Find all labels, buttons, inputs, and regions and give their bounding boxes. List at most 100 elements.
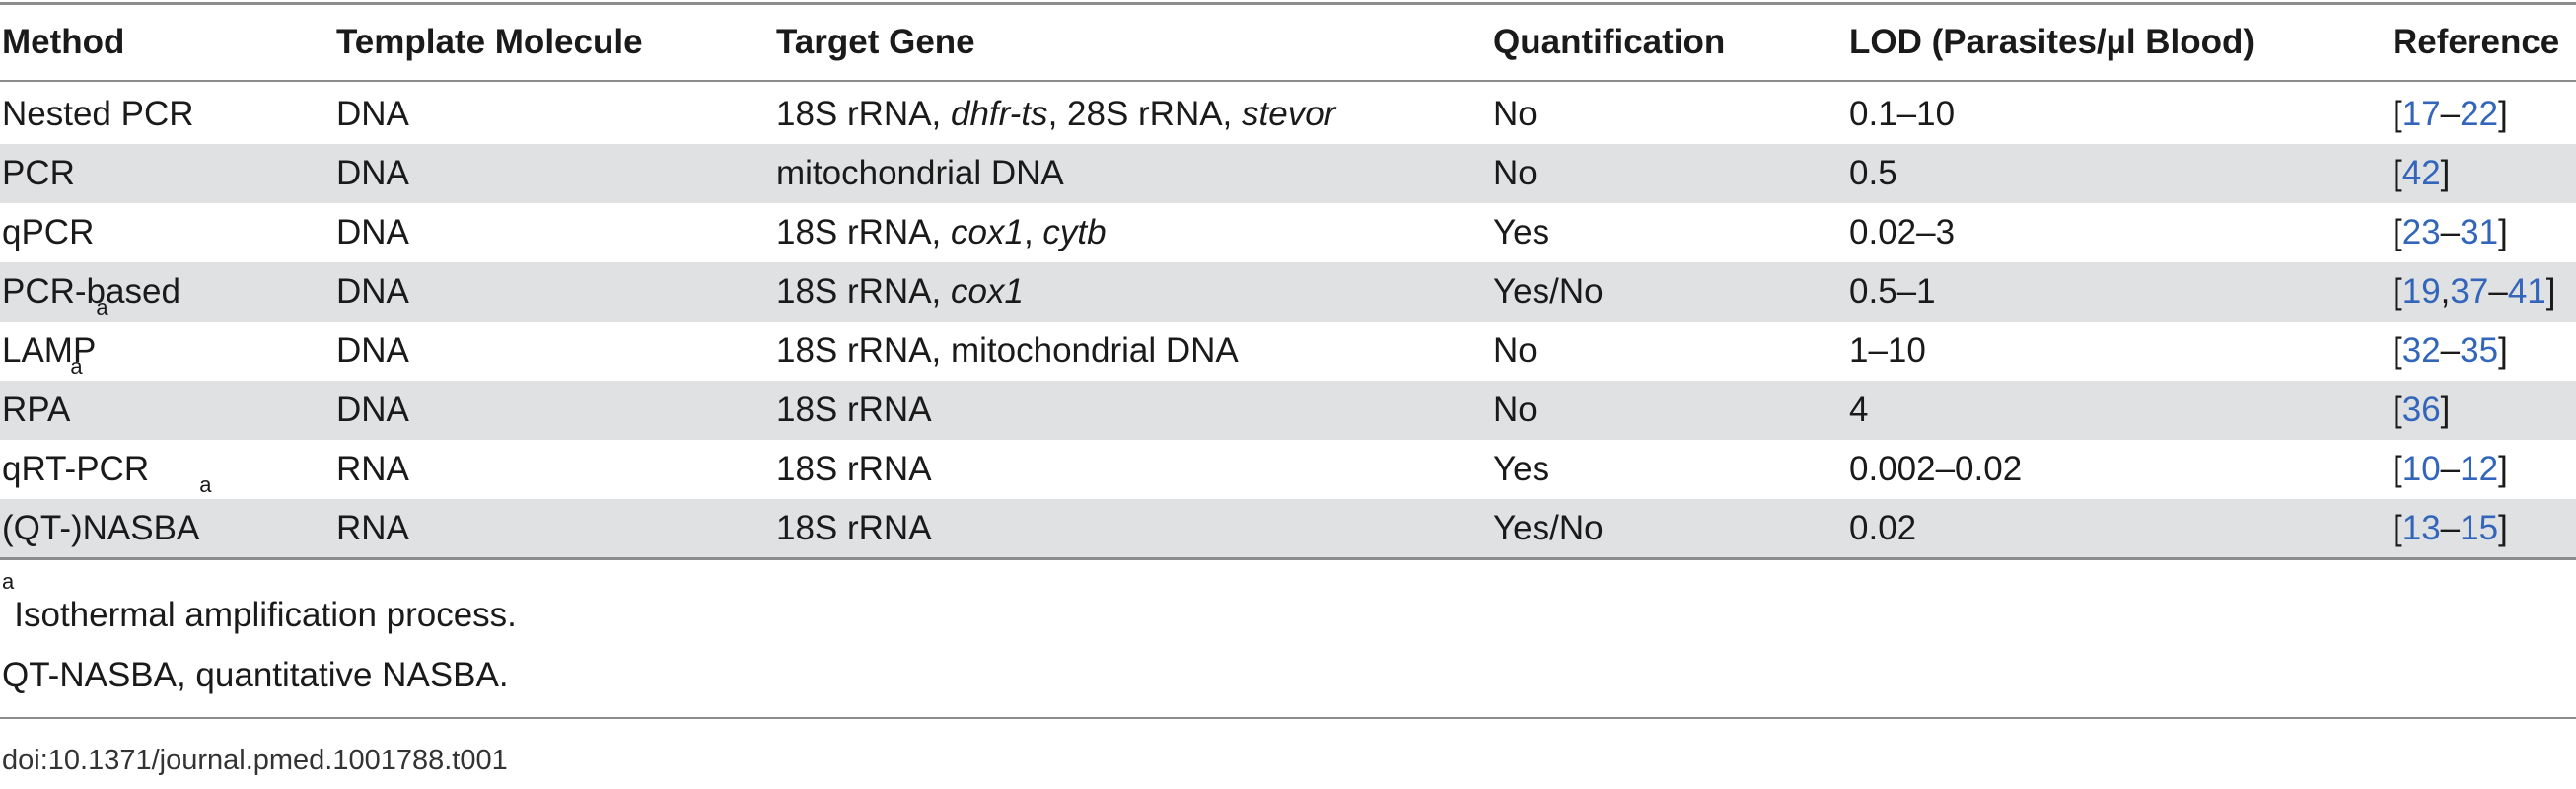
cell-template: RNA — [336, 509, 409, 547]
gene-name: dhfr-ts — [951, 95, 1048, 133]
cell-target-gene: 18S rRNA, cox1, cytb — [776, 203, 1107, 262]
reference-link[interactable]: 12 — [2460, 450, 2499, 488]
reference-punctuation: [ — [2393, 331, 2402, 370]
reference-punctuation: [ — [2393, 272, 2402, 311]
reference-punctuation: – — [2440, 509, 2461, 547]
table-bottom-rule — [0, 557, 2576, 560]
cell-target-gene: 18S rRNA — [776, 499, 932, 558]
cell-method: qPCR — [2, 203, 94, 262]
cell-template: DNA — [336, 213, 409, 251]
reference-link[interactable]: 36 — [2401, 391, 2441, 429]
cell-target-gene: 18S rRNA, cox1 — [776, 262, 1024, 322]
cell-lod: 0.002–0.02 — [1849, 450, 2023, 488]
footnote-marker: a — [199, 472, 212, 497]
reference-link[interactable]: 13 — [2401, 509, 2441, 547]
method-name: qRT-PCR — [2, 450, 150, 488]
reference-link[interactable]: 17 — [2401, 95, 2441, 133]
method-name: PCR — [2, 154, 75, 192]
method-name: RPA — [2, 391, 71, 429]
reference-punctuation: [ — [2393, 213, 2402, 251]
cell-quantification: Yes — [1493, 450, 1550, 488]
cell-method: qRT-PCR — [2, 440, 149, 499]
header-method: Method — [2, 23, 125, 61]
cell-quantification: Yes/No — [1493, 509, 1604, 547]
gene-name: cox1 — [951, 272, 1024, 311]
reference-punctuation: , — [2440, 272, 2451, 311]
reference-link[interactable]: 10 — [2401, 450, 2441, 488]
reference-punctuation: – — [2440, 331, 2461, 370]
reference-link[interactable]: 31 — [2460, 213, 2499, 251]
cell-method: (QT-)NASBA a — [2, 474, 212, 558]
cell-quantification: Yes — [1493, 213, 1550, 251]
cell-reference: [36] — [2393, 381, 2450, 440]
reference-link[interactable]: 42 — [2401, 154, 2441, 192]
method-name: PCR-based — [2, 272, 180, 311]
reference-link[interactable]: 23 — [2401, 213, 2441, 251]
target-text: 18S rRNA — [776, 450, 932, 488]
table-row: qRT-PCR RNA 18S rRNA Yes 0.002–0.02 [10–12] — [0, 440, 2576, 499]
reference-punctuation: – — [2440, 450, 2461, 488]
table-row: RPA a DNA 18S rRNA No 4 [36] — [0, 356, 2576, 440]
reference-punctuation: [ — [2393, 95, 2402, 133]
reference-link[interactable]: 19 — [2401, 272, 2441, 311]
reference-punctuation: ] — [2498, 450, 2508, 488]
reference-link[interactable]: 41 — [2507, 272, 2546, 311]
reference-link[interactable]: 35 — [2460, 331, 2499, 370]
cell-template: DNA — [336, 154, 409, 192]
footnote-marker: a — [70, 354, 83, 379]
footnote-marker: a — [2, 569, 15, 594]
cell-lod: 0.02 — [1849, 509, 1917, 547]
cell-reference: [42] — [2393, 144, 2450, 203]
cell-lod: 1–10 — [1849, 331, 1926, 370]
gene-name: cox1 — [951, 213, 1024, 251]
cell-lod: 0.5–1 — [1849, 272, 1936, 311]
reference-punctuation: ] — [2440, 391, 2451, 429]
reference-link[interactable]: 37 — [2450, 272, 2489, 311]
cell-target-gene: 18S rRNA — [776, 381, 932, 440]
cell-quantification: No — [1493, 331, 1538, 370]
cell-quantification: No — [1493, 154, 1538, 192]
cell-quantification: Yes/No — [1493, 272, 1604, 311]
gene-name: cytb — [1042, 213, 1107, 251]
header-quantification: Quantification — [1493, 23, 1726, 61]
method-name: Nested PCR — [2, 95, 194, 133]
cell-quantification: No — [1493, 391, 1538, 429]
reference-link[interactable]: 32 — [2401, 331, 2441, 370]
reference-punctuation: [ — [2393, 154, 2402, 192]
footer-rule — [0, 717, 2576, 719]
table-header-rule — [0, 80, 2576, 82]
target-text: 18S rRNA, — [776, 272, 951, 311]
cell-method: RPA a — [2, 356, 83, 440]
target-text: 18S rRNA — [776, 391, 932, 429]
table-top-rule — [0, 2, 2576, 5]
cell-method: PCR — [2, 144, 75, 203]
cell-reference: [17–22] — [2393, 85, 2508, 144]
cell-reference: [23–31] — [2393, 203, 2508, 262]
reference-punctuation: ] — [2498, 95, 2508, 133]
target-text: , 28S rRNA, — [1047, 95, 1243, 133]
table-row: LAMPa DNA 18S rRNA, mitochondrial DNA No 1–1… — [0, 297, 2576, 381]
method-name: qPCR — [2, 213, 95, 251]
cell-template: RNA — [336, 450, 409, 488]
header-lod: LOD (Parasites/µl Blood) — [1849, 23, 2255, 61]
cell-lod: 0.1–10 — [1849, 95, 1956, 133]
table-row: PCR-based DNA 18S rRNA, cox1 Yes/No 0.5–1 [19… — [0, 262, 2576, 322]
cell-method: Nested PCR — [2, 85, 194, 144]
footnote-marker: a — [96, 295, 108, 320]
reference-punctuation: [ — [2393, 391, 2402, 429]
target-text: 18S rRNA, — [776, 95, 951, 133]
reference-punctuation: – — [2440, 213, 2461, 251]
header-reference: Reference — [2393, 23, 2560, 61]
footnote-isothermal: aIsothermal amplification process. — [2, 571, 517, 635]
header-template: Template Molecule — [336, 23, 643, 61]
cell-reference: [19,37–41] — [2393, 262, 2555, 322]
reference-punctuation: ] — [2498, 331, 2508, 370]
table-row: Nested PCR DNA 18S rRNA, dhfr-ts, 28S rRNA… — [0, 85, 2576, 144]
table-row: PCR DNA mitochondrial DNA No 0.5 [42] — [0, 144, 2576, 203]
gene-name: stevor — [1242, 95, 1336, 133]
reference-punctuation: ] — [2498, 509, 2508, 547]
header-target: Target Gene — [776, 23, 975, 61]
reference-link[interactable]: 15 — [2460, 509, 2499, 547]
reference-link[interactable]: 22 — [2460, 95, 2499, 133]
target-text: 18S rRNA, mitochondrial DNA — [776, 331, 1239, 370]
